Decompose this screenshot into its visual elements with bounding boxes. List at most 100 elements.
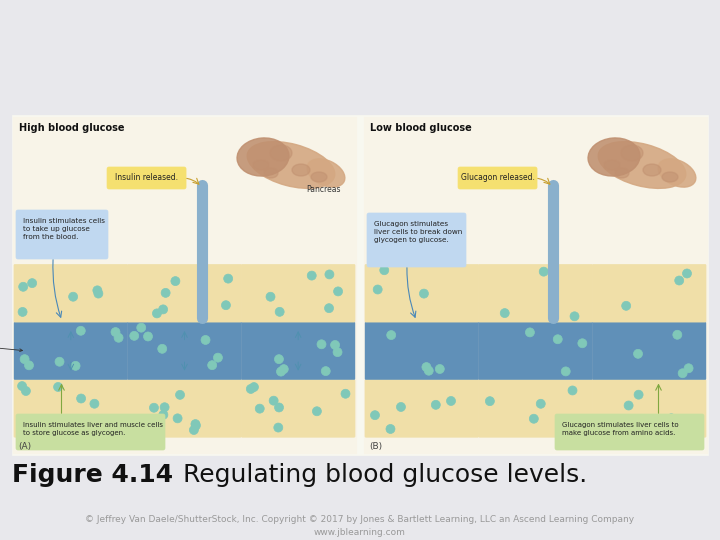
Circle shape: [18, 307, 27, 316]
Text: High blood glucose: High blood glucose: [19, 123, 125, 133]
Text: Blood
glucose: Blood glucose: [0, 339, 22, 352]
Circle shape: [371, 411, 379, 420]
FancyBboxPatch shape: [16, 414, 165, 450]
Text: Regulating blood glucose levels.: Regulating blood glucose levels.: [175, 463, 588, 487]
Circle shape: [159, 410, 168, 419]
Circle shape: [24, 361, 34, 370]
Ellipse shape: [604, 160, 620, 170]
Circle shape: [191, 420, 200, 429]
Text: Glucagon stimulates
liver cells to break down
glycogen to glucose.: Glucagon stimulates liver cells to break…: [374, 221, 462, 243]
Circle shape: [173, 414, 182, 423]
Ellipse shape: [237, 138, 289, 176]
Circle shape: [553, 335, 562, 344]
Circle shape: [34, 419, 43, 428]
Circle shape: [312, 407, 321, 416]
Circle shape: [667, 414, 676, 423]
Circle shape: [684, 364, 693, 373]
Circle shape: [373, 285, 382, 294]
Text: Pancreas: Pancreas: [306, 185, 341, 194]
Circle shape: [276, 367, 285, 376]
Circle shape: [76, 326, 85, 335]
Circle shape: [17, 382, 27, 390]
FancyBboxPatch shape: [593, 322, 706, 380]
Circle shape: [307, 271, 316, 280]
Circle shape: [386, 424, 395, 434]
Circle shape: [274, 403, 284, 412]
Ellipse shape: [643, 164, 661, 176]
Text: Figure 4.14: Figure 4.14: [12, 463, 173, 487]
Ellipse shape: [621, 145, 643, 161]
FancyBboxPatch shape: [458, 167, 537, 189]
Circle shape: [422, 362, 431, 372]
FancyBboxPatch shape: [365, 265, 479, 322]
Circle shape: [672, 330, 682, 339]
Circle shape: [634, 349, 642, 359]
Circle shape: [609, 425, 618, 434]
Circle shape: [333, 287, 343, 296]
Circle shape: [678, 369, 687, 378]
Circle shape: [529, 414, 539, 423]
FancyBboxPatch shape: [593, 380, 706, 437]
FancyBboxPatch shape: [241, 322, 355, 380]
Circle shape: [621, 301, 631, 310]
Circle shape: [634, 390, 643, 399]
Circle shape: [32, 420, 40, 429]
Circle shape: [387, 330, 396, 340]
FancyBboxPatch shape: [241, 380, 355, 437]
Circle shape: [161, 288, 170, 298]
Ellipse shape: [292, 164, 310, 176]
Ellipse shape: [264, 168, 278, 178]
Circle shape: [189, 426, 199, 435]
FancyBboxPatch shape: [127, 265, 241, 322]
FancyBboxPatch shape: [14, 265, 127, 322]
Circle shape: [256, 404, 264, 413]
Circle shape: [578, 339, 587, 348]
Circle shape: [150, 403, 158, 412]
Circle shape: [93, 286, 102, 295]
Circle shape: [636, 421, 645, 430]
Circle shape: [192, 421, 200, 430]
Circle shape: [71, 361, 80, 370]
Circle shape: [171, 276, 180, 286]
Ellipse shape: [662, 172, 678, 182]
FancyBboxPatch shape: [16, 210, 108, 259]
FancyBboxPatch shape: [14, 380, 127, 437]
Circle shape: [526, 328, 534, 337]
Circle shape: [325, 303, 333, 313]
Text: Insulin stimulates cells
to take up glucose
from the blood.: Insulin stimulates cells to take up gluc…: [23, 218, 105, 240]
Ellipse shape: [307, 159, 345, 187]
Circle shape: [22, 387, 30, 395]
FancyBboxPatch shape: [479, 380, 593, 437]
Text: Glucagon released.: Glucagon released.: [461, 173, 534, 183]
Ellipse shape: [253, 160, 269, 170]
Text: Glucagon stimulates liver cells to
make glucose from amino acids.: Glucagon stimulates liver cells to make …: [562, 422, 679, 436]
Circle shape: [431, 400, 441, 409]
Circle shape: [53, 382, 63, 392]
Circle shape: [266, 292, 275, 301]
Circle shape: [143, 332, 153, 341]
Circle shape: [568, 386, 577, 395]
Circle shape: [325, 270, 334, 279]
Circle shape: [500, 308, 509, 318]
Circle shape: [55, 357, 64, 366]
Circle shape: [137, 323, 145, 332]
Ellipse shape: [311, 172, 327, 182]
Circle shape: [279, 364, 288, 374]
Circle shape: [158, 345, 167, 353]
Circle shape: [420, 289, 428, 298]
FancyBboxPatch shape: [479, 322, 593, 380]
Circle shape: [224, 274, 233, 283]
Circle shape: [436, 364, 444, 374]
Circle shape: [176, 390, 184, 400]
Circle shape: [160, 403, 169, 411]
Circle shape: [213, 353, 222, 362]
Bar: [12, 115, 708, 455]
Text: Insulin released.: Insulin released.: [115, 173, 178, 183]
Ellipse shape: [658, 159, 696, 187]
Bar: [13, 117, 356, 453]
Circle shape: [222, 301, 230, 310]
Circle shape: [675, 276, 684, 285]
FancyBboxPatch shape: [555, 414, 704, 450]
Circle shape: [90, 399, 99, 408]
Circle shape: [536, 399, 545, 408]
